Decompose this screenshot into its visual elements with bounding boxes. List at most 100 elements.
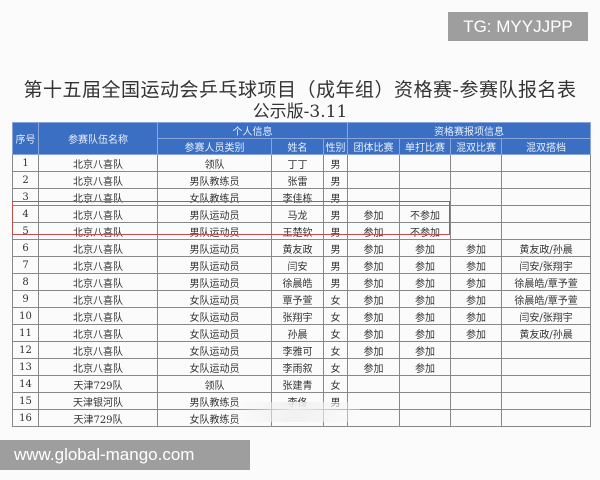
cell-team-event [347,171,401,189]
cell-mixed: 参加 [450,256,503,274]
cell-team-event [347,154,401,172]
cell-seq: 6 [12,239,39,257]
cell-gender: 男 [322,256,349,274]
header-mixed: 混双比赛 [450,138,503,155]
header-gender: 性别 [322,138,349,155]
cell-mixed [450,188,503,206]
cell-gender: 女 [322,341,349,359]
cell-category: 女队运动员 [157,307,272,325]
table-row: 1 北京八喜队 领队 丁丁男 [12,154,592,172]
cell-mixed [450,375,503,393]
cell-name: 王楚钦 [271,222,324,240]
table-row: 3 北京八喜队 女队教练员 李佳栋男 [12,188,592,206]
cell-gender: 男 [322,171,349,189]
cell-mixed [450,409,503,427]
cell-mixed [450,358,503,376]
cell-category: 男队教练员 [157,171,272,189]
table-row: 13 北京八喜队 女队运动员 李雨叙女参加 参加 [12,358,592,376]
cell-mixed: 参加 [450,273,503,291]
cell-seq: 11 [12,324,39,342]
cell-seq: 8 [12,273,39,291]
cell-name: 张雷 [271,171,324,189]
cell-category: 男队运动员 [157,239,272,257]
cell-team-event: 参加 [347,324,401,342]
cell-partner [501,222,592,240]
cell-gender: 女 [322,324,349,342]
cell-name: 李雅可 [271,341,324,359]
cell-seq: 5 [12,222,39,240]
table-row: 10 北京八喜队 女队运动员 张翔宇女参加 参加 参加 闫安/张翔宇 [12,307,592,325]
cell-category: 领队 [157,375,272,393]
cell-team-event: 参加 [347,256,401,274]
watermark-bottom: www.global-mango.com [0,440,250,470]
cell-team-event [347,375,401,393]
cell-partner [501,358,592,376]
table-row: 4 北京八喜队 男队运动员 马龙男参加 不参加 [12,205,592,223]
table-row: 5 北京八喜队 男队运动员 王楚钦男参加 不参加 [12,222,592,240]
table-row: 2 北京八喜队 男队教练员 张雷男 [12,171,592,189]
cell-seq: 13 [12,358,39,376]
cell-gender: 男 [322,239,349,257]
cell-seq: 2 [12,171,39,189]
cell-seq: 1 [12,154,39,172]
cell-seq: 16 [12,409,39,427]
cell-partner [501,341,592,359]
cell-singles: 参加 [399,324,452,342]
cell-singles: 参加 [399,239,452,257]
cell-mixed [450,154,503,172]
cell-mixed: 参加 [450,307,503,325]
cell-partner [501,188,592,206]
cell-singles: 参加 [399,256,452,274]
cell-category: 女队运动员 [157,290,272,308]
cell-team: 北京八喜队 [38,324,158,342]
cell-mixed [450,222,503,240]
cell-team-event: 参加 [347,273,401,291]
document-subtitle: 公示版-3.11 [252,102,348,122]
cell-name: 张翔宇 [271,307,324,325]
cell-partner [501,171,592,189]
cell-team: 北京八喜队 [38,273,158,291]
cell-name: 孙晨 [271,324,324,342]
cell-team: 北京八喜队 [38,290,158,308]
cell-partner: 黄友政/孙晨 [501,324,592,342]
header-category: 参赛人员类别 [157,138,272,155]
table-row: 8 北京八喜队 男队运动员 徐晨皓男参加 参加 参加 徐晨皓/覃予萱 [12,273,592,291]
cell-mixed [450,341,503,359]
cell-gender: 女 [322,375,349,393]
header-team: 参赛队伍名称 [38,122,158,155]
cell-singles [399,171,452,189]
cell-gender: 男 [322,188,349,206]
cell-team-event [347,188,401,206]
cell-seq: 9 [12,290,39,308]
cell-team: 北京八喜队 [38,256,158,274]
table-row: 14 天津729队 领队 张建青女 [12,375,592,393]
cell-partner [501,375,592,393]
registration-table: 序号 参赛队伍名称 个人信息 资格赛报项信息 参赛人员类别 姓名 性别 团体比赛… [12,122,592,427]
cell-team-event: 参加 [347,222,401,240]
cell-mixed [450,205,503,223]
cell-category: 领队 [157,154,272,172]
cell-category: 男队运动员 [157,256,272,274]
cell-mixed: 参加 [450,239,503,257]
cell-mixed [450,392,503,410]
cell-singles: 参加 [399,358,452,376]
cell-seq: 15 [12,392,39,410]
cell-category: 女队运动员 [157,324,272,342]
cell-singles: 参加 [399,273,452,291]
cell-gender: 女 [322,290,349,308]
cell-partner: 徐晨皓/覃予萱 [501,273,592,291]
cell-team-event: 参加 [347,341,401,359]
header-seq: 序号 [12,122,39,155]
cell-team-event: 参加 [347,205,401,223]
cell-category: 女队运动员 [157,358,272,376]
cell-team: 天津729队 [38,409,158,427]
cell-name: 覃予萱 [271,290,324,308]
cell-mixed: 参加 [450,324,503,342]
table-row: 6 北京八喜队 男队运动员 黄友政男参加 参加 参加 黄友政/孙晨 [12,239,592,257]
cell-team: 北京八喜队 [38,341,158,359]
cell-seq: 14 [12,375,39,393]
header-qual: 资格赛报项信息 [347,122,592,139]
cell-team: 北京八喜队 [38,171,158,189]
watermark-top: TG: MYYJJPP [448,12,588,41]
cell-name: 丁丁 [271,154,324,172]
